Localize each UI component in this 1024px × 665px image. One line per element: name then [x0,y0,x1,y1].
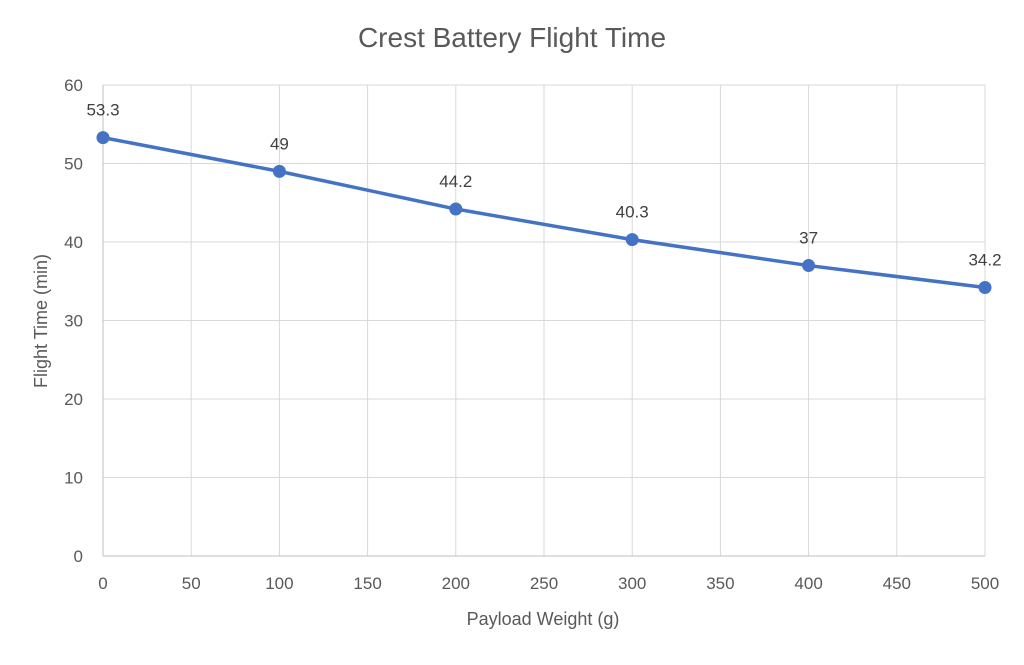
x-tick-label: 500 [971,574,999,593]
y-tick-label: 10 [64,469,83,488]
axes: 0 10 20 30 40 50 60 0 50 100 150 200 250 300 350 400 450… [64,76,999,593]
data-point [802,259,816,273]
data-point [272,164,286,178]
x-tick-label: 400 [794,574,822,593]
data-labels: 53.3 49 44.2 40.3 37 34.2 [86,101,1001,270]
x-tick-label: 150 [353,574,381,593]
x-tick-label: 250 [530,574,558,593]
y-tick-label: 50 [64,155,83,174]
x-tick-label: 0 [98,574,107,593]
x-tick-label: 200 [442,574,470,593]
gridlines [103,84,986,556]
chart-title: Crest Battery Flight Time [358,22,666,53]
y-tick-label: 20 [64,390,83,409]
y-axis-title: Flight Time (min) [31,254,51,388]
data-label: 44.2 [439,172,472,191]
data-point [625,233,639,247]
data-point [96,131,110,145]
data-label: 34.2 [968,251,1001,270]
y-tick-label: 0 [74,547,83,566]
y-tick-label: 40 [64,233,83,252]
data-label: 40.3 [616,203,649,222]
data-point [978,281,992,295]
series-line [101,135,987,290]
data-label: 53.3 [86,101,119,120]
y-tick-label: 30 [64,312,83,331]
x-tick-label: 300 [618,574,646,593]
x-tick-label: 350 [706,574,734,593]
x-tick-label: 450 [883,574,911,593]
x-tick-label: 100 [265,574,293,593]
data-label: 49 [270,134,289,153]
y-tick-label: 60 [64,76,83,95]
data-label: 37 [799,229,818,248]
data-point [449,202,463,216]
x-axis-title: Payload Weight (g) [467,609,620,629]
series-layer [96,131,992,295]
x-tick-label: 50 [182,574,201,593]
